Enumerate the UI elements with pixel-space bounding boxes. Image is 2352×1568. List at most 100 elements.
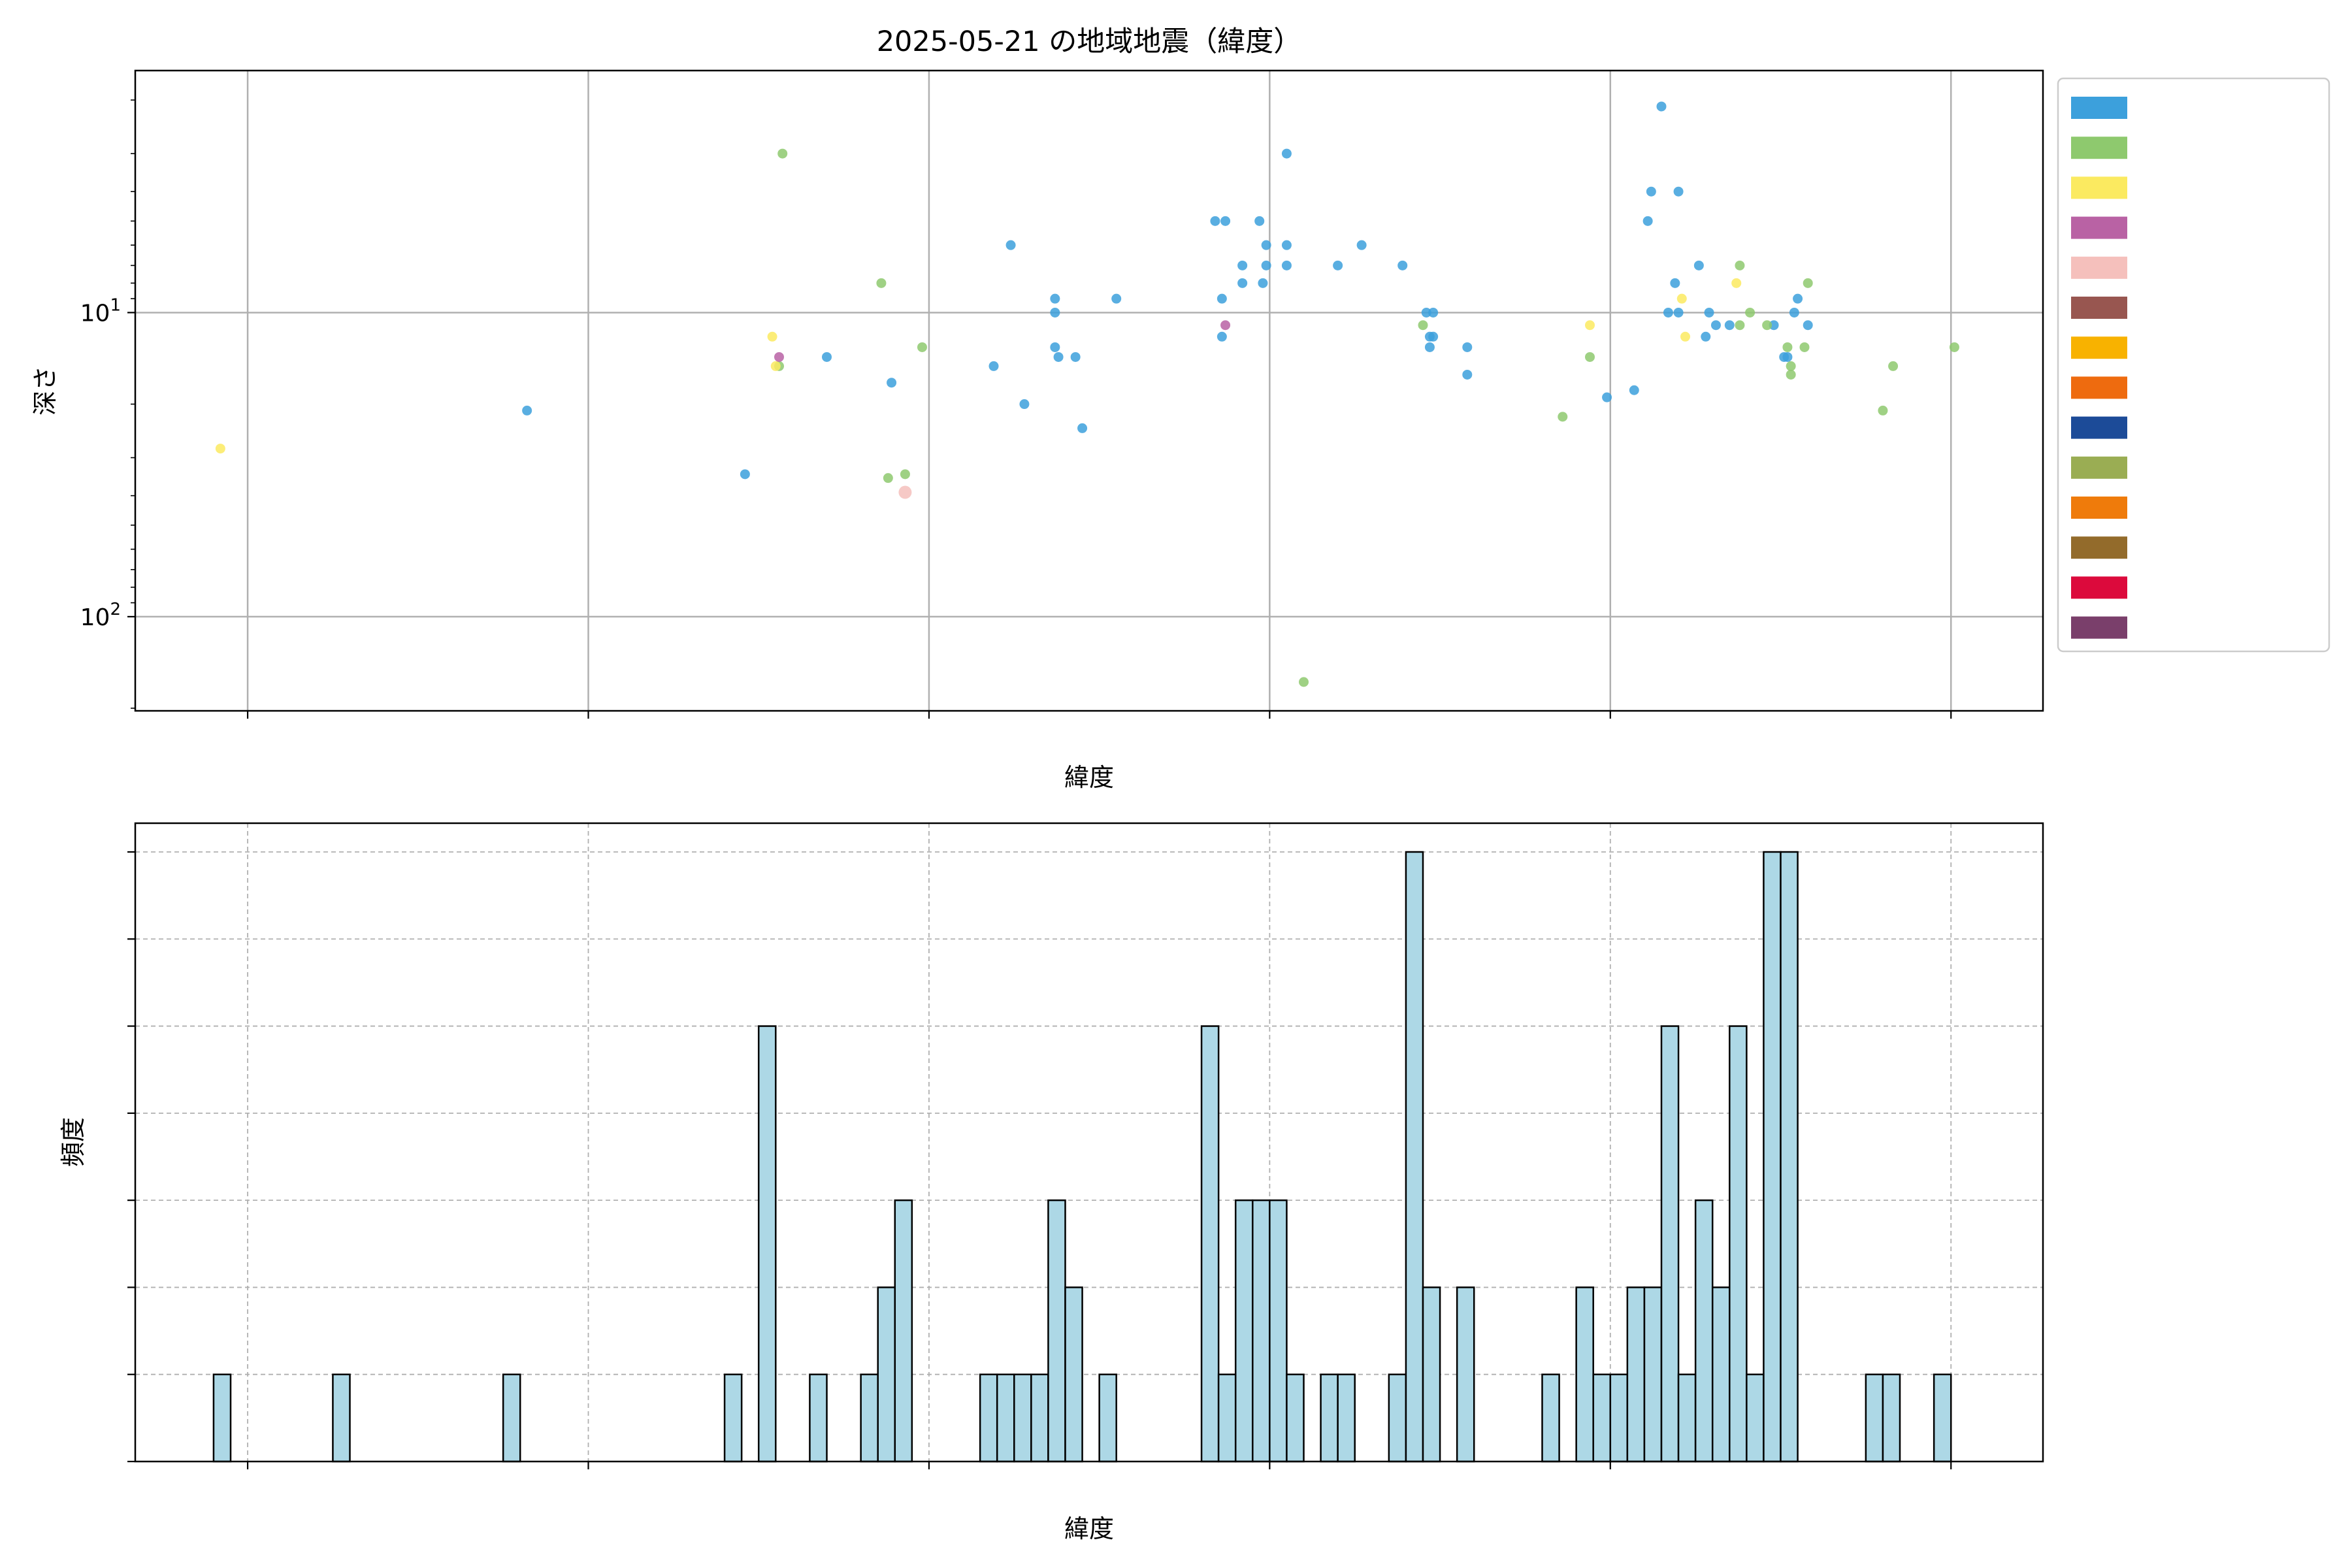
histogram-bar — [894, 1199, 913, 1463]
scatter-point — [900, 469, 910, 480]
histogram-bar — [1047, 1199, 1066, 1463]
histogram-bar — [1320, 1373, 1339, 1463]
histogram-bar — [1865, 1373, 1884, 1463]
histogram-panel: 緯度 頻度 — [59, 822, 2044, 1543]
legend-swatch — [2071, 256, 2127, 279]
scatter-point — [1799, 342, 1810, 352]
scatter-y-tick-exponent: 1 — [110, 295, 121, 315]
scatter-point — [1053, 351, 1064, 362]
legend-swatch — [2071, 456, 2127, 479]
histogram-bar — [1626, 1286, 1646, 1463]
scatter-point — [1724, 320, 1735, 331]
histogram-bar — [1337, 1373, 1356, 1463]
scatter-point — [1462, 342, 1473, 352]
scatter-point — [1762, 320, 1772, 331]
legend-frame — [2057, 77, 2330, 653]
histogram-bar — [1030, 1373, 1049, 1463]
scatter-point — [822, 351, 832, 362]
legend-swatch — [2071, 576, 2127, 599]
scatter-point — [1428, 331, 1439, 342]
scatter-point — [883, 473, 893, 483]
scatter-point — [1710, 320, 1721, 331]
histogram-bar — [723, 1373, 743, 1463]
legend-swatch — [2071, 97, 2127, 119]
histogram-bar — [1933, 1373, 1952, 1463]
histogram-bar — [1200, 1025, 1220, 1463]
legend-swatch — [2071, 416, 2127, 439]
histogram-bar — [1013, 1373, 1032, 1463]
scatter-point — [767, 331, 777, 342]
histogram-bar — [1541, 1373, 1560, 1463]
scatter-point — [917, 342, 927, 352]
scatter-y-axis-label: 深さ — [31, 366, 59, 416]
scatter-point — [1299, 677, 1309, 687]
legend-swatch — [2071, 176, 2127, 199]
histogram-bar — [1677, 1373, 1697, 1463]
legend-swatch — [2071, 497, 2127, 519]
scatter-point — [1237, 278, 1248, 288]
scatter-point — [1217, 331, 1227, 342]
scatter-point — [898, 485, 912, 499]
histogram-bar — [979, 1373, 998, 1463]
scatter-point — [1670, 278, 1680, 288]
histogram-grid — [135, 823, 2043, 1462]
scatter-point — [887, 378, 897, 388]
histogram-bar — [1643, 1286, 1663, 1463]
scatter-point — [1793, 293, 1803, 304]
legend-swatch — [2071, 336, 2127, 359]
legend-swatch — [2071, 376, 2127, 399]
scatter-point — [1585, 320, 1595, 331]
scatter-point — [1050, 342, 1060, 352]
histogram-bar — [332, 1373, 351, 1463]
scatter-point — [1397, 260, 1408, 270]
scatter-point — [1281, 260, 1292, 270]
scatter-point — [215, 444, 225, 454]
scatter-point — [1462, 369, 1473, 380]
scatter-point — [1070, 351, 1081, 362]
scatter-point — [1005, 240, 1016, 250]
scatter-y-tick-label: 102 — [80, 600, 121, 631]
histogram-bar — [502, 1373, 521, 1463]
scatter-point — [1281, 240, 1292, 250]
histogram-x-ticks — [246, 1462, 1952, 1469]
scatter-point — [1735, 260, 1745, 270]
histogram-plot-frame — [134, 822, 2044, 1463]
scatter-point — [1019, 399, 1030, 410]
scatter-point — [774, 351, 784, 362]
histogram-bar — [1252, 1199, 1271, 1463]
scatter-point — [1421, 307, 1431, 318]
scatter-y-tick-exponent: 2 — [110, 600, 121, 619]
histogram-bar — [1405, 851, 1424, 1463]
scatter-point — [1731, 278, 1742, 288]
histogram-bar — [1780, 851, 1799, 1463]
scatter-point — [1786, 369, 1796, 380]
scatter-point — [1949, 342, 1959, 352]
scatter-point — [522, 405, 532, 416]
scatter-x-ticks — [246, 711, 1952, 719]
scatter-point — [1210, 216, 1220, 226]
histogram-bar — [1746, 1373, 1765, 1463]
histogram-y-ticks — [127, 851, 135, 1463]
histogram-bar — [996, 1373, 1015, 1463]
scatter-point — [1585, 351, 1595, 362]
histogram-bar — [1217, 1373, 1237, 1463]
scatter-point — [1789, 307, 1799, 318]
scatter-grid — [135, 71, 2043, 711]
scatter-y-tick-base: 10 — [80, 604, 110, 631]
histogram-bar — [757, 1025, 777, 1463]
scatter-point — [1782, 351, 1793, 362]
histogram-bar — [809, 1373, 828, 1463]
scatter-point — [1646, 186, 1656, 197]
scatter-point — [1261, 260, 1271, 270]
scatter-point — [1803, 278, 1813, 288]
legend — [2057, 77, 2330, 653]
scatter-point — [1220, 216, 1231, 226]
scatter-y-ticks: 10 1 102 — [80, 99, 135, 709]
scatter-point — [1424, 342, 1435, 352]
scatter-point — [1745, 307, 1756, 318]
scatter-point — [1220, 320, 1231, 331]
scatter-point — [770, 361, 781, 371]
scatter-point — [988, 361, 999, 371]
histogram-bar — [1660, 1025, 1680, 1463]
